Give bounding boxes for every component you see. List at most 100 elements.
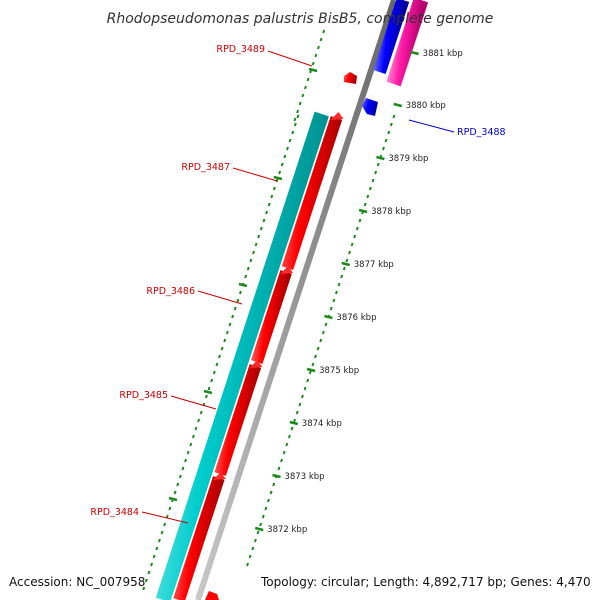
cds-track-outer [155, 111, 329, 600]
scale-dot [282, 450, 286, 455]
outer-major-tick [203, 389, 213, 395]
upper-dot [317, 45, 320, 50]
leader-line-rpd-3485 [170, 395, 217, 410]
outer-dot [231, 314, 235, 319]
outer-dot [267, 202, 271, 207]
genome-summary: Topology: circular; Length: 4,892,717 bp… [260, 575, 591, 589]
scale-dot [301, 394, 304, 399]
upper-dot [296, 109, 300, 114]
scale-dot [290, 426, 294, 431]
scale-dot [248, 554, 252, 559]
outer-dot [181, 466, 185, 471]
scale-dot [342, 266, 346, 271]
leader-line-rpd-3486 [197, 290, 243, 305]
scale-dot [261, 514, 265, 519]
scale-dot [287, 434, 291, 439]
outer-dot [163, 522, 167, 527]
gene-label-rpd-3488: RPD_3488 [457, 127, 506, 138]
gene-label-rpd-3484: RPD_3484 [90, 507, 139, 518]
upper-dot [301, 93, 305, 98]
scale-dot [337, 282, 341, 287]
scale-dot [264, 506, 268, 511]
scale-dot [272, 482, 276, 487]
scale-dot [334, 290, 338, 295]
upper-dot [293, 117, 297, 122]
scale-dot [280, 458, 283, 463]
upper-dot [303, 85, 307, 90]
gene-rpd-3487-arrowhead [330, 112, 344, 120]
accession-label: Accession: NC_007958 [9, 575, 145, 589]
outer-dot [157, 538, 161, 543]
gene-label-rpd-3485: RPD_3485 [119, 390, 168, 401]
scale-dot [355, 226, 359, 231]
scale-dot [350, 242, 354, 247]
scale-dot [363, 202, 367, 207]
scale-dot [308, 370, 312, 375]
outer-dot [223, 338, 227, 343]
scale-dot [298, 402, 302, 407]
outer-dot [225, 330, 229, 335]
cds-track-outer-right [386, 0, 429, 87]
gene-rpd-3484-arrowhead [212, 472, 226, 480]
outer-dot [173, 490, 177, 495]
outer-dot [152, 554, 156, 559]
outer-dot [189, 442, 193, 447]
scale-dot [358, 218, 362, 223]
outer-dot [218, 354, 221, 359]
outer-dot [288, 138, 292, 143]
scale-label: 3877 kbp [354, 260, 394, 270]
outer-dot [147, 570, 151, 575]
outer-dot [176, 482, 180, 487]
outer-dot [184, 458, 187, 463]
scale-dot [314, 354, 317, 359]
outer-dot [220, 346, 224, 351]
outer-dot [272, 186, 276, 191]
scale-major-tick [254, 526, 264, 532]
scale-dot [371, 178, 375, 183]
scale-dot [316, 346, 320, 351]
upper-dot [314, 53, 318, 58]
scale-label: 3876 kbp [336, 313, 376, 323]
outer-dot [286, 146, 289, 151]
gene-rpd-3487 [281, 116, 343, 270]
scale-dot [269, 490, 273, 495]
scale-dot [321, 330, 325, 335]
leader-line-rpd-3489 [267, 50, 313, 67]
outer-dot [144, 578, 148, 583]
gene-rpd-3485-arrowhead [249, 360, 263, 368]
outer-dot [265, 210, 269, 215]
gene-label-rpd-3487: RPD_3487 [181, 162, 230, 173]
scale-dot [345, 258, 349, 263]
gene-rpd-3488-a [373, 0, 410, 75]
gene-rpd-3488-arrow [362, 98, 378, 116]
scale-label: 3879 kbp [388, 154, 428, 164]
scale-dot [348, 250, 351, 255]
upper-dot [306, 77, 310, 82]
outer-dot [205, 394, 208, 399]
outer-dot [283, 154, 287, 159]
scale-label: 3875 kbp [319, 366, 359, 376]
outer-dot [236, 298, 240, 303]
outer-dot [270, 194, 274, 199]
upper-dot [311, 61, 315, 66]
scale-label: 3880 kbp [406, 101, 446, 111]
outer-major-tick [238, 282, 248, 288]
outer-dot [252, 250, 255, 255]
scale-major-tick [341, 261, 351, 267]
outer-dot [197, 418, 201, 423]
outer-dot [280, 162, 284, 167]
scale-dot [382, 146, 385, 151]
gene-rpd-3489 [344, 72, 357, 84]
scale-label: 3874 kbp [302, 419, 342, 429]
scale-major-tick [306, 367, 316, 373]
outer-dot [215, 362, 219, 367]
scale-label: 3872 kbp [267, 525, 307, 535]
outer-dot [291, 130, 295, 135]
outer-dot [194, 426, 198, 431]
scale-dot [267, 498, 270, 503]
map-title: Rhodopseudomonas palustris BisB5, comple… [107, 11, 494, 27]
scale-label: 3881 kbp [423, 49, 463, 59]
scale-major-tick [393, 102, 402, 108]
scale-dot [329, 306, 333, 311]
outer-dot [233, 306, 237, 311]
